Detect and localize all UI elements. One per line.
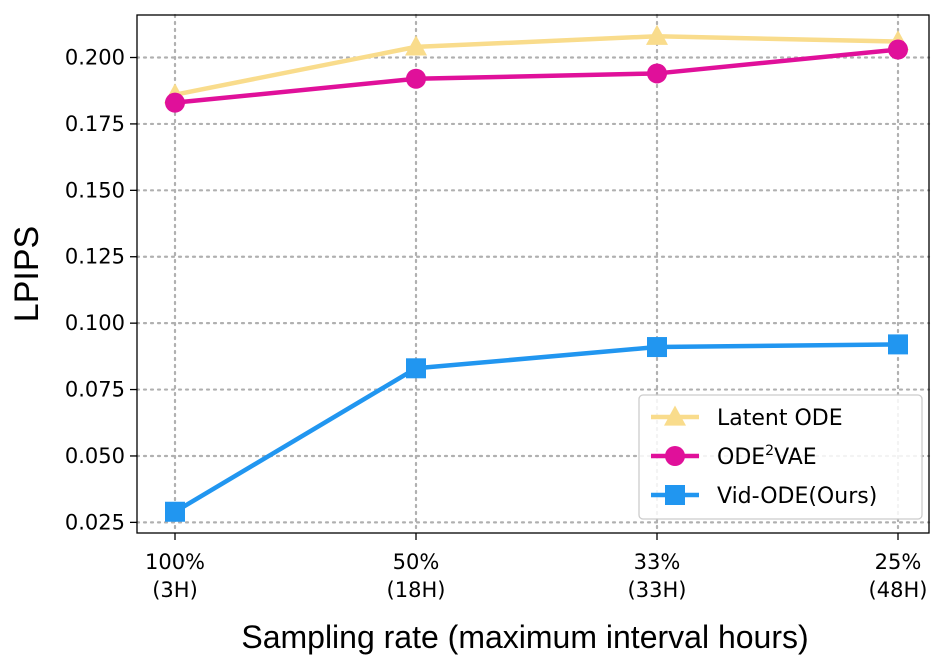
data-point bbox=[646, 24, 668, 45]
data-point bbox=[406, 68, 426, 89]
x-tick-label-hours: (3H) bbox=[152, 578, 198, 602]
y-tick-label: 0.200 bbox=[65, 46, 125, 70]
x-tick-label-hours: (48H) bbox=[869, 578, 928, 602]
legend-item: Latent ODE bbox=[651, 405, 843, 431]
x-tick-label: 33% bbox=[634, 550, 681, 574]
legend-item: Vid-ODE(Ours) bbox=[651, 484, 877, 509]
series-2 bbox=[165, 334, 908, 522]
data-point bbox=[406, 358, 426, 379]
x-axis-label: Sampling rate (maximum interval hours) bbox=[241, 619, 808, 655]
data-point bbox=[165, 92, 185, 113]
y-tick-label: 0.100 bbox=[65, 311, 125, 335]
legend-marker bbox=[664, 405, 686, 426]
y-axis-ticks: 0.025 0.050 0.075 0.100 0.125 0.150 0.175 0.200 bbox=[65, 46, 137, 534]
legend: Latent ODE ODE2VAE Vid-ODE(Ours) bbox=[638, 394, 923, 520]
x-tick-label-hours: (33H) bbox=[628, 578, 687, 602]
legend-marker bbox=[665, 485, 685, 505]
legend-label: ODE2VAE bbox=[717, 443, 817, 470]
series-line bbox=[174, 34, 899, 97]
y-tick-label: 0.150 bbox=[65, 178, 125, 202]
plot-frame bbox=[136, 14, 930, 534]
data-point bbox=[647, 337, 667, 358]
x-tick-label: 25% bbox=[875, 550, 922, 574]
x-tick-label-hours: (18H) bbox=[387, 578, 446, 602]
series-1 bbox=[165, 39, 908, 113]
legend-box bbox=[638, 394, 923, 520]
y-axis-label: LPIPS bbox=[8, 226, 46, 322]
y-tick-label: 0.075 bbox=[65, 378, 125, 402]
x-tick-label: 50% bbox=[393, 550, 440, 574]
data-point bbox=[405, 35, 427, 56]
series-line bbox=[174, 47, 899, 105]
legend-label: Latent ODE bbox=[717, 406, 843, 431]
data-point bbox=[888, 334, 908, 355]
legend-marker bbox=[665, 446, 685, 466]
legend-item: ODE2VAE bbox=[651, 443, 817, 470]
y-tick-label: 0.025 bbox=[65, 510, 125, 534]
data-point bbox=[888, 39, 908, 60]
series-layer bbox=[164, 24, 909, 522]
data-point bbox=[165, 501, 185, 522]
data-point bbox=[647, 63, 667, 84]
x-tick-label: 100% bbox=[145, 550, 205, 574]
x-axis-ticks: 100% (3H) 50% (18H) 33% (33H) 25% (48H) bbox=[145, 533, 927, 602]
legend-label: Vid-ODE(Ours) bbox=[717, 484, 877, 509]
y-tick-label: 0.125 bbox=[65, 245, 125, 269]
y-tick-label: 0.175 bbox=[65, 112, 125, 136]
y-tick-label: 0.050 bbox=[65, 444, 125, 468]
series-line bbox=[173, 342, 899, 514]
